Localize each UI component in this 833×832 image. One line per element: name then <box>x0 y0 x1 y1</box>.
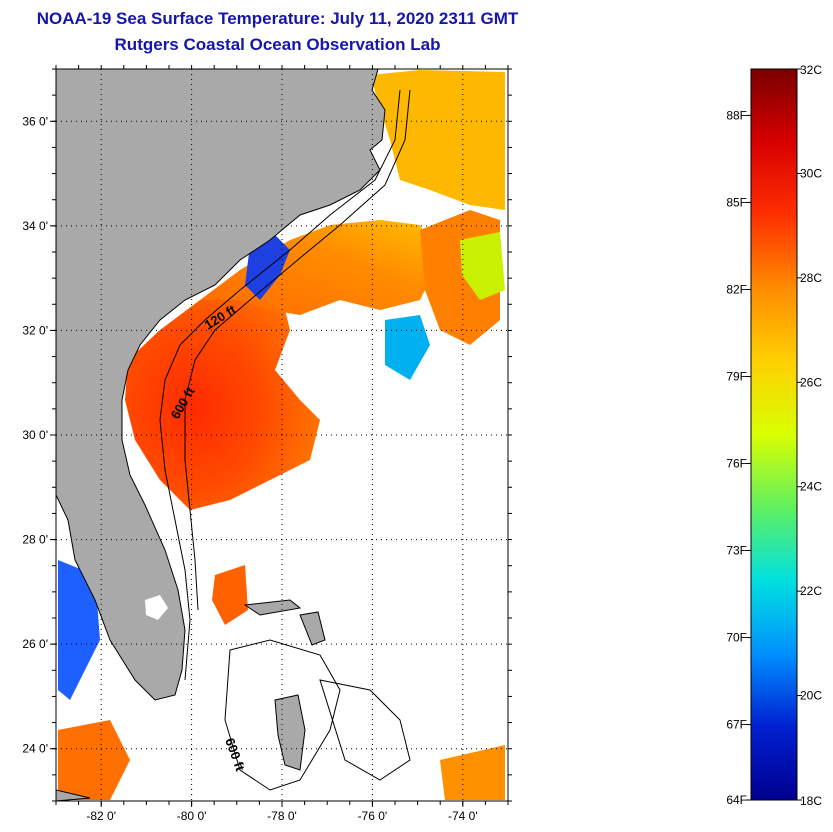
colorbar-label-f: 82F <box>726 282 747 296</box>
page-title: NOAA-19 Sea Surface Temperature: July 11… <box>36 9 519 28</box>
lat-tick-label: 32 0' <box>22 323 48 337</box>
land-us-coast <box>56 69 386 701</box>
colorbar-label-c: 28C <box>800 271 822 285</box>
lon-tick-label: -78 0' <box>267 809 297 823</box>
contour-120ft <box>159 89 401 681</box>
colorbar-label-f: 88F <box>726 108 747 122</box>
sst-outer-banks-patch <box>370 70 505 210</box>
lon-tick-label: -80 0' <box>177 809 207 823</box>
sst-cold-upwelling-2 <box>385 315 430 380</box>
colorbar-label-f: 64F <box>726 793 747 807</box>
colorbar-ticks: 32C 30C 28C 26C 24C 22C 20C 18C 88F 85F 82F 79F 76F 7… <box>726 63 822 808</box>
colorbar-label-f: 67F <box>726 718 747 732</box>
lon-tick-label: -76 0' <box>358 809 388 823</box>
colorbar-label-c: 18C <box>800 794 822 808</box>
contour-bahamas-bank <box>224 639 341 791</box>
contour-bahamas-east <box>319 679 411 781</box>
lat-tick-label: 36 0' <box>22 114 48 128</box>
colorbar-label-c: 26C <box>800 375 822 389</box>
colorbar-label-c: 32C <box>800 63 822 77</box>
lat-tick-label: 34 0' <box>22 219 48 233</box>
sst-keys-patch <box>58 720 130 800</box>
lat-tick-label: 28 0' <box>22 533 48 547</box>
contour-600ft <box>184 89 411 611</box>
colorbar-label-c: 20C <box>800 689 822 703</box>
island-cuba-tip <box>56 789 91 801</box>
colorbar-label-f: 73F <box>726 544 747 558</box>
map-grid <box>56 69 508 801</box>
colorbar-label-f: 76F <box>726 457 747 471</box>
sst-offshore-yellow <box>460 232 505 300</box>
sst-south-patch <box>212 565 248 625</box>
island-abaco <box>299 611 326 646</box>
colorbar-label-c: 22C <box>800 584 822 598</box>
lon-tick-label: -82 0' <box>86 809 116 823</box>
island-grand-bahama <box>243 599 302 616</box>
island-andros <box>274 694 306 771</box>
colorbar-label-f: 79F <box>726 369 747 383</box>
colorbar-label-f: 70F <box>726 631 747 645</box>
lon-tick-label: -74 0' <box>448 809 478 823</box>
sst-warm-region <box>125 285 320 510</box>
lat-tick-label: 24 0' <box>22 742 48 756</box>
lat-tick-label: 26 0' <box>22 637 48 651</box>
colorbar-label-c: 30C <box>800 166 822 180</box>
sst-se-patch <box>440 745 505 800</box>
colorbar <box>750 68 798 801</box>
sst-sw-blue <box>58 560 100 700</box>
axis-ticks: -82 0' -80 0' -78 0' -76 0' -74 0' 36 0' 34 0'… <box>22 65 512 823</box>
lake-okeechobee <box>145 595 168 620</box>
lat-tick-label: 30 0' <box>22 428 48 442</box>
page-subtitle: Rutgers Coastal Ocean Observation Lab <box>114 35 441 54</box>
colorbar-label-f: 85F <box>726 195 747 209</box>
colorbar-label-c: 24C <box>800 480 822 494</box>
